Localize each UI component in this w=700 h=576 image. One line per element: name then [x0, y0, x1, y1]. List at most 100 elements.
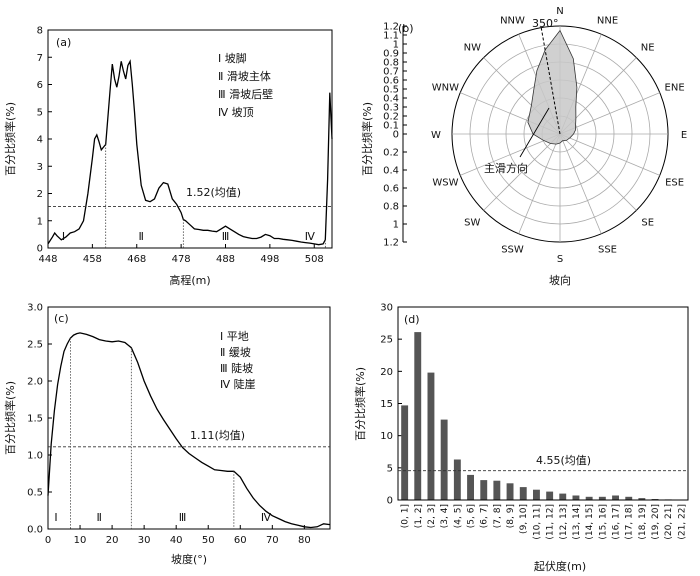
b-direction-label: ESE: [665, 178, 684, 189]
panel-a-legend-2: Ⅱ 滑坡主体: [218, 69, 271, 83]
a-zone-label: Ⅳ: [305, 230, 316, 243]
d-bar: [427, 372, 435, 500]
a-ytick-label: 0: [37, 244, 43, 255]
d-ytick-label: 15: [380, 399, 393, 410]
b-ytick-label: 1.2: [383, 238, 399, 249]
panel-a-legend-3: Ⅲ 滑坡后壁: [218, 87, 273, 101]
b-grid-spoke: [559, 133, 637, 211]
d-category-label: (15, 16]: [598, 504, 608, 540]
c-xtick-label: 80: [298, 535, 311, 546]
panel-c-legend-2: Ⅱ 缓坡: [220, 346, 251, 359]
a-xtick-label: 488: [216, 254, 235, 265]
a-ytick-label: 1: [37, 216, 43, 227]
b-direction-label: WSW: [432, 178, 458, 189]
b-grid-spoke: [518, 133, 561, 234]
a-xtick-label: 498: [260, 254, 279, 265]
c-xtick-label: 40: [170, 535, 183, 546]
panel-c-slope-chart: 0 10 20 30 40 50 60 70 80 0.0 0.5 1.0 1.5 2.0 2.5 3.0 Ⅰ…: [3, 303, 331, 566]
panel-a-x-axis-title: 高程(m): [169, 273, 210, 287]
a-zone-label: Ⅰ: [62, 230, 65, 243]
d-category-label: (0, 1]: [401, 504, 411, 528]
panel-c-y-axis-title: 百分比频率(%): [3, 381, 17, 455]
panel-a-legend-1: Ⅰ 坡脚: [218, 51, 247, 65]
b-ytick-label: 0: [393, 130, 399, 141]
panel-c-label: (c): [54, 312, 69, 325]
d-category-label: (21, 22]: [677, 504, 687, 540]
b-ytick-label: 0.1: [383, 121, 399, 132]
b-ytick-label: 0.2: [383, 112, 399, 123]
d-category-label: (2, 3]: [427, 504, 437, 528]
d-ytick-label: 20: [380, 367, 393, 378]
d-bar: [440, 419, 448, 500]
d-bar: [625, 496, 633, 500]
panel-b-arrow-label: 主滑方向: [484, 161, 528, 175]
d-bar: [533, 489, 540, 500]
d-bar: [612, 495, 619, 500]
b-direction-label: SSE: [598, 245, 617, 256]
d-category-label: (6, 7]: [480, 504, 490, 528]
d-category-label: (11, 12]: [546, 504, 556, 540]
b-ytick-label: 0.4: [383, 166, 399, 177]
c-zone-label: Ⅲ: [179, 511, 187, 524]
panel-a-legend-4: Ⅳ 坡顶: [218, 106, 254, 119]
panel-d-ticks: 0 5 10 15 20 25 30: [380, 303, 402, 507]
panel-d-mean-label: 4.55(均值): [536, 454, 591, 467]
c-ytick-label: 3.0: [27, 303, 43, 314]
b-direction-label: WNW: [432, 83, 459, 94]
panel-c-frame: [47, 306, 331, 530]
panel-b-main-direction-line: [540, 27, 561, 135]
b-direction-label: NNE: [597, 15, 618, 26]
c-ytick-label: 2.5: [27, 340, 43, 351]
b-direction-label: W: [431, 130, 441, 141]
panel-a-ticks: 448 458 468 478 488 498 508 0 1 2 3 4 5 6 7 8: [37, 26, 324, 266]
panel-b-y-axis-title: 百分比频率(%): [360, 102, 374, 176]
c-xtick-label: 50: [202, 535, 215, 546]
a-ytick-label: 4: [37, 135, 43, 146]
c-ytick-label: 1.5: [27, 414, 43, 425]
d-bar: [638, 498, 646, 500]
a-ytick-label: 3: [37, 162, 43, 173]
c-ytick-label: 0.5: [27, 488, 43, 499]
d-bar: [453, 459, 461, 500]
a-ytick-label: 8: [37, 26, 43, 37]
d-category-label: (18, 19]: [638, 504, 648, 540]
b-direction-label: N: [556, 6, 563, 17]
panel-b-label: (b): [398, 22, 414, 35]
d-category-label: (4, 5]: [453, 504, 463, 528]
d-bar: [559, 493, 567, 500]
panel-d-frame: [397, 306, 689, 501]
d-category-label: (9, 10]: [519, 504, 529, 534]
panel-c-legend-3: Ⅲ 陡坡: [220, 362, 253, 375]
panel-c-x-axis-title: 坡度(°): [171, 552, 207, 566]
panel-d-relief-chart: 0 5 10 15 20 25 30 (0, 1] (1, 2] (2, 3] (3, 4] (4,…: [353, 303, 689, 573]
c-xtick-label: 20: [106, 535, 119, 546]
b-ytick-label: 0.2: [383, 148, 399, 159]
d-category-label: (7, 8]: [493, 504, 503, 528]
d-bar: [401, 405, 409, 500]
b-ytick-label: 0.3: [383, 103, 399, 114]
panel-b-main-direction-label: 350°: [532, 17, 559, 30]
panel-c-legend-1: Ⅰ 平地: [220, 330, 249, 343]
d-category-label: (17, 18]: [625, 504, 635, 540]
c-xtick-label: 30: [138, 535, 151, 546]
a-ytick-label: 2: [37, 189, 43, 200]
d-bar: [598, 496, 606, 500]
d-bar: [585, 496, 593, 500]
d-category-label: (16, 17]: [612, 504, 622, 540]
d-category-label: (20, 21]: [664, 504, 674, 540]
b-grid-spoke: [559, 133, 660, 176]
d-category-label: (5, 6]: [467, 504, 477, 528]
b-direction-label: SSW: [501, 245, 524, 256]
b-grid-spoke: [559, 92, 660, 135]
b-direction-label: ENE: [665, 83, 685, 94]
d-ytick-label: 5: [387, 463, 393, 474]
d-category-label: (19, 20]: [651, 504, 661, 540]
b-ytick-label: 0.4: [383, 94, 399, 105]
d-bar: [467, 474, 474, 500]
c-xtick-label: 0: [45, 535, 51, 546]
b-ytick-label: 0.6: [383, 184, 399, 195]
d-category-label: (1, 2]: [414, 504, 424, 528]
panel-c-zone-boundaries: [70, 338, 235, 529]
d-category-label: (13, 14]: [572, 504, 582, 540]
